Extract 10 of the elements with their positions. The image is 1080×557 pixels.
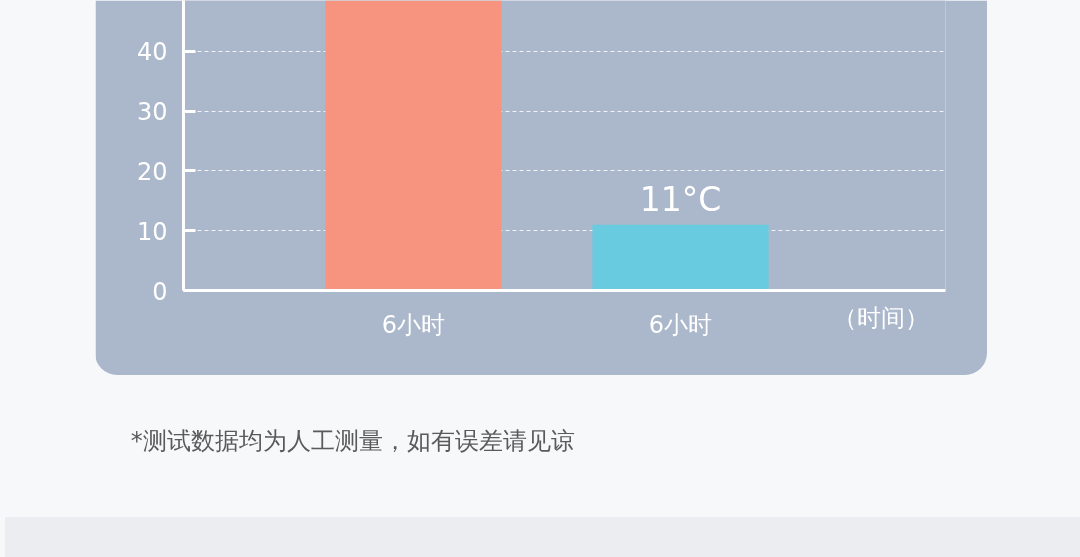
y-tick-label: 40: [136, 38, 168, 67]
x-tick-label: 6小时: [381, 310, 446, 339]
y-tick-label: 10: [136, 217, 168, 246]
y-tick-label: 0: [152, 277, 168, 306]
data-label: 11°C: [639, 179, 722, 219]
y-tick-label: 20: [136, 157, 168, 186]
x-tick-label: 6小时: [648, 310, 713, 339]
x-axis-title: （时间）: [833, 303, 930, 332]
text: *测试数据均为人工测量，如有误差请见谅: [130, 426, 575, 455]
y-tick-label: 30: [136, 98, 168, 127]
